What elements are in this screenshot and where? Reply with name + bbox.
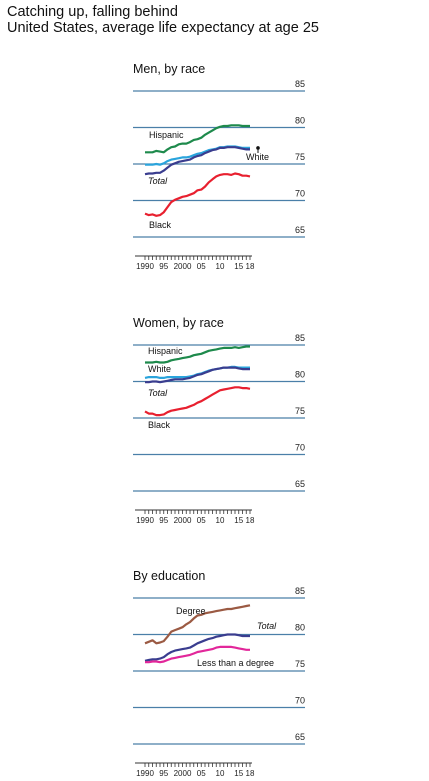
series-label: Total	[148, 388, 168, 398]
y-tick-label: 80	[295, 116, 305, 126]
x-tick-label: 1990	[136, 769, 154, 778]
series-label: White	[148, 364, 171, 374]
series-label: Total	[148, 176, 168, 186]
series-line-hispanic	[145, 345, 250, 364]
series-line-degree	[144, 604, 251, 645]
series-line-total	[145, 366, 250, 384]
series-label: Black	[149, 220, 172, 230]
series-label: Hispanic	[148, 346, 183, 356]
chart-header: Catching up, falling behind United State…	[7, 4, 319, 36]
y-tick-label: 75	[295, 659, 305, 669]
x-tick-label: 2000	[174, 516, 192, 525]
series-label: White	[246, 152, 269, 162]
x-tick-label: 05	[197, 769, 206, 778]
chart-panel-1: Men, by race 85 80 75 70 65 1990 95 2000 05 10 15 18…	[133, 62, 305, 271]
series-label: Black	[148, 420, 171, 430]
x-tick-label: 10	[216, 516, 225, 525]
chart-panel-2: Women, by race 85 80 75 70 65 1990 95 2000 05 10 15…	[133, 316, 305, 525]
series-line-black	[144, 386, 251, 417]
x-tick-label: 1990	[136, 262, 154, 271]
x-tick-label: 2000	[174, 769, 192, 778]
series-label: Less than a degree	[197, 658, 274, 668]
series-label: Hispanic	[149, 130, 184, 140]
x-tick-label: 18	[246, 769, 255, 778]
x-tick-label: 10	[216, 262, 225, 271]
x-tick-label: 10	[216, 769, 225, 778]
x-tick-label: 2000	[174, 262, 192, 271]
x-tick-label: 18	[246, 262, 255, 271]
label-pointer-dot	[256, 146, 260, 150]
y-tick-label: 65	[295, 732, 305, 742]
y-tick-label: 85	[295, 586, 305, 596]
x-tick-label: 95	[159, 516, 168, 525]
x-tick-label: 15	[234, 516, 243, 525]
series-line-less_than_degree	[145, 645, 250, 664]
series-label: Degree	[176, 606, 206, 616]
x-tick-label: 18	[246, 516, 255, 525]
x-tick-label: 15	[234, 262, 243, 271]
y-tick-label: 65	[295, 225, 305, 235]
chart-panel-3: By education 85 80 75 70 65 1990 95 2000 05 10 15 18…	[133, 569, 305, 778]
series-line-total	[144, 146, 250, 176]
panel-title: Men, by race	[133, 62, 205, 76]
x-tick-label: 95	[159, 769, 168, 778]
x-tick-label: 95	[159, 262, 168, 271]
x-tick-label: 05	[197, 516, 206, 525]
y-tick-label: 70	[295, 189, 305, 199]
y-tick-label: 75	[295, 406, 305, 416]
series-line-black	[144, 172, 251, 217]
y-tick-label: 80	[295, 623, 305, 633]
series-line-hispanic	[145, 124, 250, 154]
y-tick-label: 65	[295, 479, 305, 489]
x-tick-label: 15	[234, 769, 243, 778]
y-tick-label: 75	[295, 152, 305, 162]
chart-title: Catching up, falling behind	[7, 4, 178, 20]
panel-title: By education	[133, 569, 205, 583]
x-tick-label: 05	[197, 262, 206, 271]
y-tick-label: 85	[295, 79, 305, 89]
chart-subtitle: United States, average life expectancy a…	[7, 20, 319, 36]
series-label: Total	[257, 621, 277, 631]
x-tick-label: 1990	[136, 516, 154, 525]
y-tick-label: 70	[295, 696, 305, 706]
y-tick-label: 80	[295, 370, 305, 380]
y-tick-label: 85	[295, 333, 305, 343]
series-line-total	[144, 633, 250, 662]
y-tick-label: 70	[295, 443, 305, 453]
panel-title: Women, by race	[133, 316, 224, 330]
